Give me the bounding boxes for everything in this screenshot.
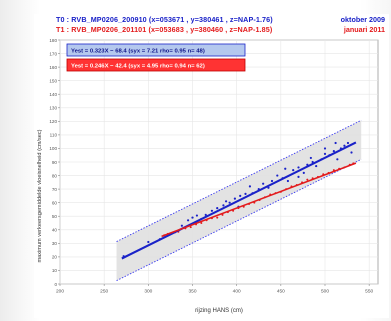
data-point-t0: [180, 224, 183, 227]
legend-box-t1: [66, 58, 246, 72]
y-tick-label: 30: [52, 241, 58, 246]
y-tick-label: 90: [52, 160, 58, 165]
data-point-t0: [228, 201, 231, 204]
data-point-t0: [292, 169, 295, 172]
data-point-t0: [323, 152, 327, 155]
data-point-t1: [306, 178, 309, 181]
y-tick-label: 20: [52, 255, 58, 260]
x-tick-label: 500: [321, 289, 329, 295]
x-tick-label: 550: [365, 289, 373, 295]
band-lower-t0: [116, 158, 362, 282]
y-tick-label: 120: [49, 119, 57, 124]
data-point-t0: [195, 214, 199, 217]
data-point-t0: [186, 219, 190, 222]
data-point-t0: [222, 204, 225, 207]
data-point-t0: [297, 175, 300, 179]
y-tick-label: 130: [49, 106, 57, 111]
data-point-t0: [334, 141, 337, 145]
data-point-t0: [224, 200, 228, 203]
y-tick-label: 110: [50, 133, 58, 138]
y-axis-label: maximum verkeersgemiddelde vloeisnelheid…: [37, 129, 43, 262]
x-tick-label: 450: [277, 289, 285, 295]
legend-text-t0: Yest = 0.323X − 68.4 (syx = 7.21 rho= 0.…: [71, 49, 205, 55]
y-tick-label: 0: [54, 282, 57, 287]
legend-box-t0: [66, 43, 246, 57]
y-tick-label: 160: [49, 65, 57, 70]
data-point-t0: [147, 240, 150, 244]
y-tick-label: 70: [52, 187, 58, 192]
data-point-t0: [216, 206, 219, 210]
x-axis-label: rijzing HANS (cm): [195, 308, 243, 314]
t0-header: T0 : RVB_MP0206_200910 (x=053671 , y=380…: [56, 15, 273, 24]
band-upper-t0: [116, 119, 362, 243]
y-tick-label: 170: [49, 51, 57, 56]
data-point-t0: [233, 197, 236, 200]
data-point-t0: [336, 158, 339, 161]
x-tick-label: 200: [56, 289, 64, 295]
x-tick-label: 350: [188, 289, 196, 295]
y-tick-label: 40: [52, 228, 58, 233]
y-tick-label: 60: [52, 200, 58, 205]
data-point-t0: [309, 156, 312, 160]
data-point-t0: [343, 144, 346, 147]
scatter-chart: 0 10 20 30 40 50 60 70 80 90 100 110 120 130 140 150 160…: [37, 38, 379, 314]
data-point-t0: [270, 179, 274, 183]
fit-line-t0: [121, 141, 357, 260]
y-tick-label: 180: [49, 38, 57, 43]
data-point-t0: [244, 192, 247, 195]
data-point-t1: [189, 226, 192, 229]
data-point-t0: [210, 209, 214, 212]
fit-line-t1: [161, 162, 357, 238]
data-point-t0: [276, 174, 279, 177]
y-tick-label: 50: [52, 214, 58, 219]
data-point-t0: [284, 167, 287, 170]
x-tick-label: 400: [233, 289, 241, 295]
y-tick-label: 150: [49, 78, 57, 83]
data-point-t0: [191, 216, 194, 219]
data-point-t0: [350, 151, 353, 154]
data-point-t0: [248, 185, 252, 188]
data-point-t0: [239, 194, 242, 197]
data-point-t0: [262, 182, 265, 185]
data-point-t0: [323, 147, 327, 150]
data-point-t1: [216, 216, 219, 219]
data-point-t0: [346, 141, 350, 145]
data-point-t0: [286, 179, 289, 183]
data-point-t0: [302, 171, 305, 174]
t1-date: januari 2011: [343, 25, 385, 34]
chart-figure: T0 : RVB_MP0206_200910 (x=053671 , y=380…: [34, 14, 389, 318]
legend: Yest = 0.323X − 68.4 (syx = 7.21 rho= 0.…: [66, 43, 246, 72]
y-tick-label: 100: [49, 146, 57, 151]
x-tick-label: 300: [144, 289, 152, 295]
data-point-t0: [332, 150, 335, 153]
legend-text-t1: Yest = 0.246X − 42.4 (syx = 4.95 rho= 0.…: [71, 64, 205, 70]
data-point-t0: [204, 213, 207, 216]
t1-header: T1 : RVB_MP0206_201101 (x=053683 , y=380…: [56, 25, 273, 34]
data-point-t0: [297, 166, 300, 169]
t0-date: oktober 2009: [340, 15, 385, 24]
x-tick-label: 250: [100, 289, 108, 295]
y-tick-label: 10: [52, 268, 58, 273]
y-tick-label: 80: [52, 173, 58, 178]
data-point-t1: [200, 222, 203, 224]
data-point-t0: [315, 164, 318, 168]
y-tick-label: 140: [49, 92, 57, 97]
